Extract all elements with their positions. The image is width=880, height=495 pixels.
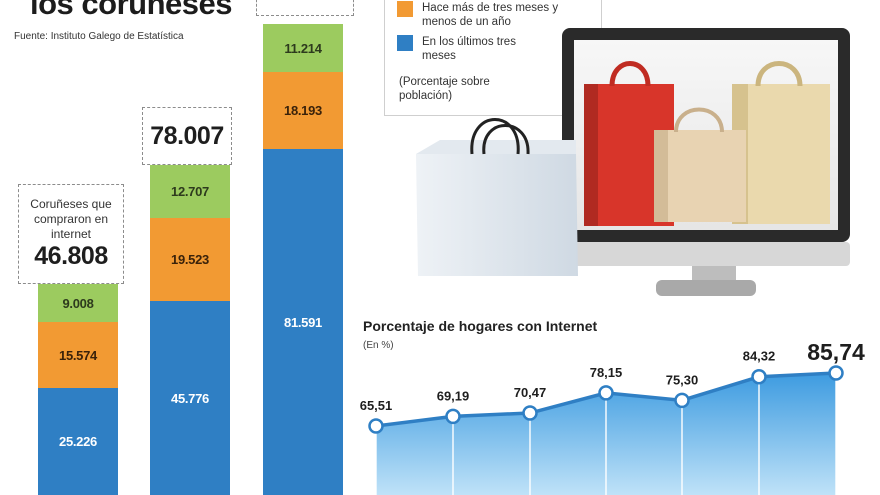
data-point (674, 392, 690, 409)
data-point (368, 418, 384, 434)
bar-value-label: 9.008 (62, 295, 94, 311)
bar-segment-orange: 15.574 (38, 322, 118, 388)
bar-segment-green: 9.008 (38, 284, 118, 322)
total-box-2: 78.007 (142, 107, 232, 165)
legend-swatch-orange (397, 1, 413, 17)
data-label: 84,32 (743, 349, 776, 364)
legend-label-recent: En los últimos tres meses (422, 36, 516, 62)
legend-item-recent: En los últimos tres meses (397, 35, 542, 63)
bar-segment-orange: 19.523 (150, 218, 230, 301)
bar-segment-blue: 25.226 (38, 388, 118, 495)
total-box-2-value: 78.007 (150, 121, 224, 150)
data-label: 78,15 (590, 365, 623, 380)
bar-value-label: 19.523 (171, 252, 209, 267)
legend-note: (Porcentaje sobre población) (399, 76, 490, 102)
source-note: Fuente: Instituto Galego de Estatística (14, 31, 184, 42)
bar-value-label: 25.226 (59, 434, 97, 449)
data-point (445, 408, 461, 425)
total-box-3 (256, 0, 354, 16)
bar-value-label: 11.214 (284, 40, 322, 56)
infographic-title: los coruñeses (30, 0, 232, 21)
bar-value-label: 15.574 (59, 347, 97, 363)
data-label: 69,19 (437, 388, 470, 403)
bar-segment-orange: 18.193 (263, 72, 343, 149)
data-label: 70,47 (514, 385, 547, 400)
total-box-1: Coruñeses que compraron en internet 46.8… (18, 184, 124, 284)
bar-segment-blue: 45.776 (150, 301, 230, 495)
data-point (828, 365, 844, 381)
bar-segment-green: 11.214 (263, 24, 343, 72)
bar-value-label: 45.776 (171, 390, 209, 406)
legend-swatch-blue (397, 35, 413, 51)
line-chart-title: Porcentaje de hogares con Internet (363, 318, 598, 334)
data-label: 85,74 (807, 339, 865, 365)
data-label: 75,30 (666, 372, 699, 387)
bar-value-label: 81.591 (284, 314, 322, 330)
stacked-bar-3: 81.591 18.193 11.214 (263, 24, 343, 495)
data-point (598, 385, 614, 401)
line-chart-unit: (En %) (363, 340, 394, 351)
legend-item-older: Hace más de tres meses y menos de un año (397, 1, 572, 29)
stacked-bar-1: 25.226 15.574 9.008 (38, 284, 118, 495)
stacked-bar-2: 45.776 19.523 12.707 (150, 164, 230, 495)
bar-value-label: 18.193 (284, 103, 322, 118)
bar-value-label: 12.707 (171, 183, 209, 199)
total-box-1-value: 46.808 (34, 242, 108, 270)
bar-segment-blue: 81.591 (263, 149, 343, 495)
legend-label-older: Hace más de tres meses y menos de un año (422, 2, 559, 28)
bar-segment-green: 12.707 (150, 164, 230, 218)
data-point (751, 368, 767, 385)
data-point (522, 405, 538, 421)
total-box-1-label: Coruñeses que compraron en internet (30, 197, 112, 241)
data-label: 65,51 (360, 398, 393, 413)
